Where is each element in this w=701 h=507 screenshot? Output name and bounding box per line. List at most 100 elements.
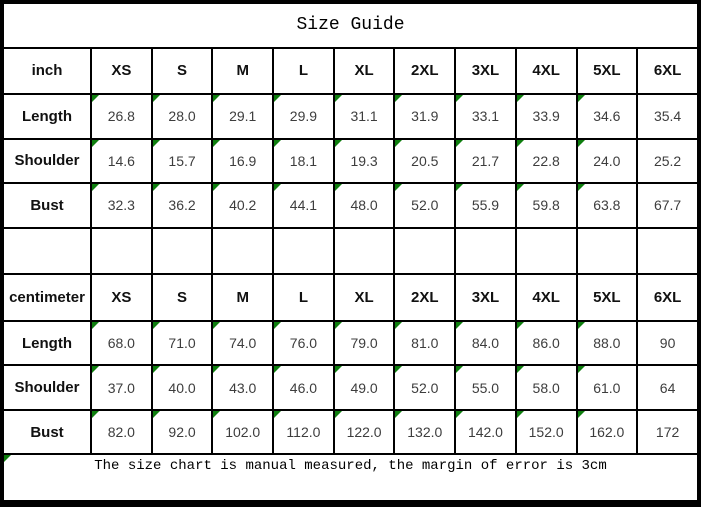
value-centimeter-length-2xl: 81.0 xyxy=(393,319,457,367)
comment-triangle-icon xyxy=(457,367,464,374)
comment-triangle-icon xyxy=(335,140,342,147)
value-centimeter-bust-2xl: 132.0 xyxy=(393,408,457,456)
comment-triangle-icon xyxy=(335,96,342,103)
spacer-cell xyxy=(575,226,639,276)
comment-triangle-icon xyxy=(153,96,160,103)
spacer-cell xyxy=(332,226,396,276)
comment-triangle-icon xyxy=(457,411,464,418)
comment-triangle-icon xyxy=(335,367,342,374)
footer-row: The size chart is manual measured, the m… xyxy=(2,453,699,502)
value-inch-bust-s: 36.2 xyxy=(150,182,214,229)
value-inch-shoulder-6xl: 25.2 xyxy=(636,137,699,185)
size-header-m: M xyxy=(211,46,275,96)
value-inch-bust-5xl: 63.8 xyxy=(575,182,639,229)
comment-triangle-icon xyxy=(92,185,99,192)
value-centimeter-length-m: 74.0 xyxy=(211,319,275,367)
unit-header-row-centimeter: centimeter XS S M L XL 2XL 3XL 4XL 5XL 6XL xyxy=(2,273,699,322)
value-centimeter-length-xs: 68.0 xyxy=(90,319,153,367)
value-inch-length-5xl: 34.6 xyxy=(575,93,639,140)
value-centimeter-shoulder-s: 40.0 xyxy=(150,364,214,411)
size-table-footer: The size chart is manual measured, the m… xyxy=(2,453,699,502)
value-centimeter-bust-m: 102.0 xyxy=(211,408,275,456)
value-centimeter-bust-s: 92.0 xyxy=(150,408,214,456)
size-header-xl: XL xyxy=(332,273,396,322)
comment-triangle-icon xyxy=(214,185,221,192)
spacer-cell xyxy=(272,226,335,276)
size-header-s: S xyxy=(150,273,214,322)
value-centimeter-length-5xl: 88.0 xyxy=(575,319,639,367)
value-inch-length-6xl: 35.4 xyxy=(636,93,699,140)
value-centimeter-length-xl: 79.0 xyxy=(332,319,396,367)
value-centimeter-shoulder-6xl: 64 xyxy=(636,364,699,411)
spacer-cell xyxy=(211,226,275,276)
value-centimeter-bust-xs: 82.0 xyxy=(90,408,153,456)
size-header-2xl: 2XL xyxy=(393,273,457,322)
comment-triangle-icon xyxy=(275,140,282,147)
value-centimeter-shoulder-3xl: 55.0 xyxy=(454,364,517,411)
value-centimeter-length-s: 71.0 xyxy=(150,319,214,367)
comment-triangle-icon xyxy=(214,140,221,147)
row-label-bust: Bust xyxy=(2,408,92,456)
size-table-header: Size Guide xyxy=(2,2,699,49)
value-centimeter-bust-l: 112.0 xyxy=(272,408,335,456)
spacer-cell xyxy=(454,226,517,276)
comment-triangle-icon xyxy=(153,185,160,192)
spacer-cell xyxy=(90,226,153,276)
size-header-6xl: 6XL xyxy=(636,46,699,96)
row-label-bust: Bust xyxy=(2,182,92,229)
value-centimeter-bust-4xl: 152.0 xyxy=(514,408,578,456)
value-inch-length-s: 28.0 xyxy=(150,93,214,140)
row-length-inch: Length 26.8 28.0 29.1 29.9 31.1 31.9 33.1 33.9 34… xyxy=(2,93,699,140)
value-inch-length-3xl: 33.1 xyxy=(454,93,517,140)
spacer-cell xyxy=(393,226,457,276)
value-centimeter-shoulder-4xl: 58.0 xyxy=(514,364,578,411)
value-inch-shoulder-3xl: 21.7 xyxy=(454,137,517,185)
comment-triangle-icon xyxy=(335,185,342,192)
size-header-l: L xyxy=(272,273,335,322)
size-header-xs: XS xyxy=(90,273,153,322)
size-header-5xl: 5XL xyxy=(575,273,639,322)
size-header-2xl: 2XL xyxy=(393,46,457,96)
comment-triangle-icon xyxy=(92,411,99,418)
comment-triangle-icon xyxy=(457,140,464,147)
comment-triangle-icon xyxy=(214,96,221,103)
spacer-row xyxy=(2,226,699,276)
comment-triangle-icon xyxy=(396,367,403,374)
comment-triangle-icon xyxy=(517,140,524,147)
spacer-cell xyxy=(150,226,214,276)
value-centimeter-length-6xl: 90 xyxy=(636,319,699,367)
value-centimeter-length-l: 76.0 xyxy=(272,319,335,367)
comment-triangle-icon xyxy=(214,411,221,418)
value-inch-shoulder-xl: 19.3 xyxy=(332,137,396,185)
value-inch-bust-4xl: 59.8 xyxy=(514,182,578,229)
row-shoulder-inch: Shoulder 14.6 15.7 16.9 18.1 19.3 20.5 21.7 22.8… xyxy=(2,137,699,185)
comment-triangle-icon xyxy=(5,456,11,463)
size-header-4xl: 4XL xyxy=(514,46,578,96)
comment-triangle-icon xyxy=(578,367,585,374)
footer-note-text: The size chart is manual measured, the m… xyxy=(94,458,607,475)
comment-triangle-icon xyxy=(578,140,585,147)
comment-triangle-icon xyxy=(517,185,524,192)
value-inch-shoulder-s: 15.7 xyxy=(150,137,214,185)
size-header-4xl: 4XL xyxy=(514,273,578,322)
value-inch-bust-3xl: 55.9 xyxy=(454,182,517,229)
value-centimeter-shoulder-xl: 49.0 xyxy=(332,364,396,411)
value-inch-shoulder-4xl: 22.8 xyxy=(514,137,578,185)
size-table-sections: inch XS S M L XL 2XL 3XL 4XL 5XL 6XL Length 26.8 28.0… xyxy=(2,46,699,456)
value-inch-shoulder-m: 16.9 xyxy=(211,137,275,185)
value-centimeter-length-4xl: 86.0 xyxy=(514,319,578,367)
size-header-5xl: 5XL xyxy=(575,46,639,96)
row-bust-inch: Bust 32.3 36.2 40.2 44.1 48.0 52.0 55.9 59.8 63.8… xyxy=(2,182,699,229)
value-inch-bust-m: 40.2 xyxy=(211,182,275,229)
comment-triangle-icon xyxy=(578,96,585,103)
comment-triangle-icon xyxy=(214,322,221,329)
comment-triangle-icon xyxy=(275,411,282,418)
comment-triangle-icon xyxy=(153,140,160,147)
value-inch-bust-xl: 48.0 xyxy=(332,182,396,229)
value-centimeter-bust-3xl: 142.0 xyxy=(454,408,517,456)
value-inch-bust-l: 44.1 xyxy=(272,182,335,229)
unit-label-centimeter: centimeter xyxy=(2,273,92,322)
value-inch-shoulder-xs: 14.6 xyxy=(90,137,153,185)
comment-triangle-icon xyxy=(396,322,403,329)
